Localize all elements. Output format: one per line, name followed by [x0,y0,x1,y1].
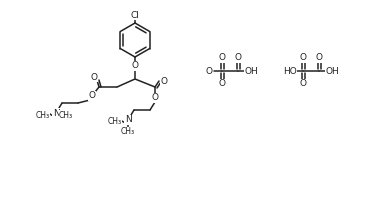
Text: O: O [90,72,98,82]
Text: CH₃: CH₃ [59,110,73,120]
Text: O: O [218,80,225,88]
Text: O: O [218,53,225,63]
Text: Cl: Cl [130,11,139,19]
Text: CH₃: CH₃ [108,118,122,126]
Text: O: O [88,91,95,101]
Text: HO: HO [283,67,297,76]
Text: O: O [132,61,139,70]
Text: N: N [125,116,131,124]
Text: O: O [300,80,306,88]
Text: O: O [205,67,213,76]
Text: O: O [315,53,322,63]
Text: CH₃: CH₃ [121,128,135,137]
Text: O: O [300,53,306,63]
Text: O: O [235,53,242,63]
Text: CH₃: CH₃ [36,110,50,120]
Text: O: O [151,93,159,103]
Text: OH: OH [325,67,339,76]
Text: OH: OH [244,67,258,76]
Text: N: N [52,109,59,118]
Text: O: O [161,76,168,86]
